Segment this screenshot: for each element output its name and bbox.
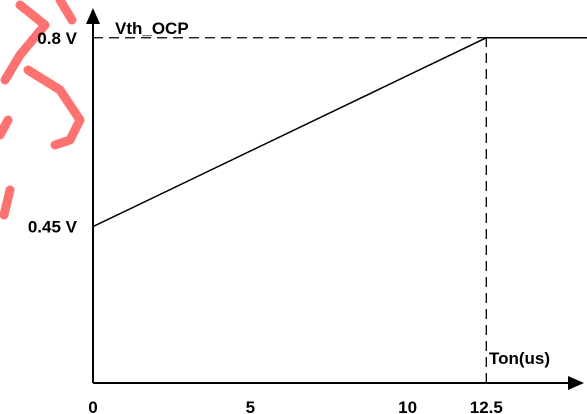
x-axis-title: Ton(us) <box>489 349 550 368</box>
watermark-stroke <box>23 65 85 150</box>
x-tick-label: 12.5 <box>470 398 503 414</box>
x-tick-label: 0 <box>88 398 97 414</box>
watermark <box>0 0 85 220</box>
watermark-stroke <box>0 185 15 220</box>
x-axis-arrow <box>568 376 584 390</box>
watermark-stroke <box>55 0 77 25</box>
y-tick-label: 0.45 V <box>28 218 78 237</box>
y-axis-title: Vth_OCP <box>115 19 189 38</box>
y-tick-label: 0.8 V <box>37 29 77 48</box>
y-axis-arrow <box>86 8 100 24</box>
watermark-stroke <box>0 0 50 85</box>
series-line <box>92 37 587 228</box>
x-tick-label: 10 <box>398 398 417 414</box>
watermark-stroke <box>0 115 13 140</box>
x-tick-label: 5 <box>246 398 255 414</box>
